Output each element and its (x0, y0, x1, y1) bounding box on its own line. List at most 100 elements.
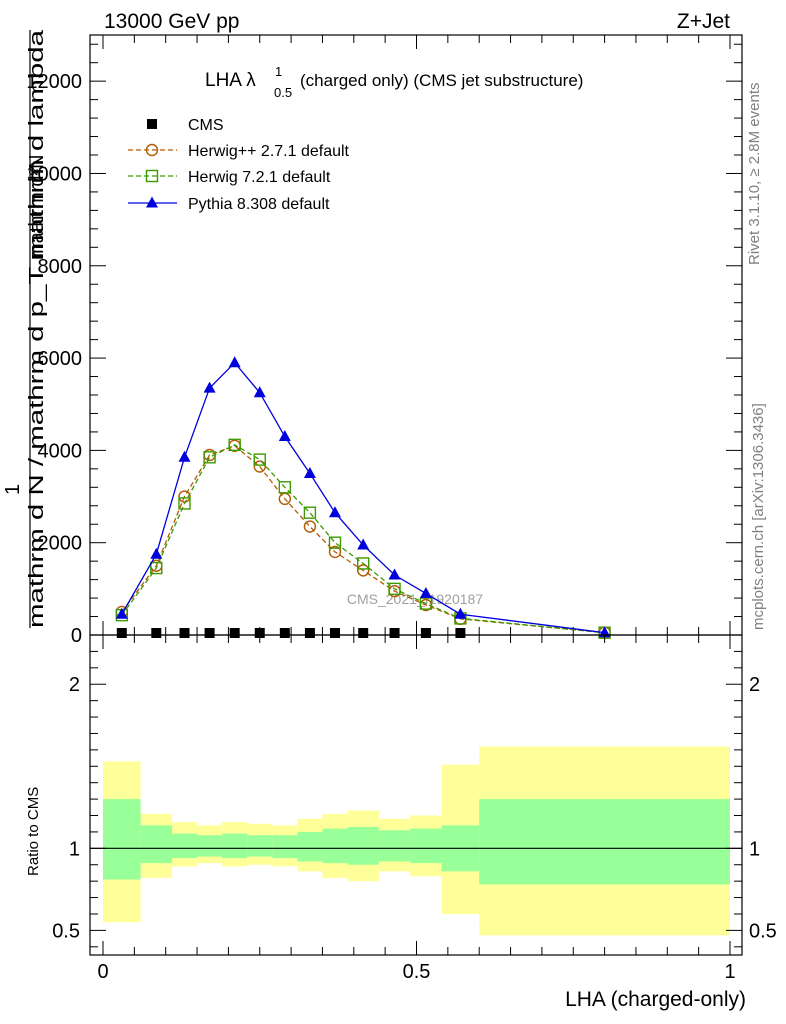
series-line (121, 444, 605, 634)
data-point (116, 628, 127, 638)
main-y-label: mathrm d²N 1 mathrm d N / mathrm d p_T m… (2, 29, 48, 628)
main-ytick-label: 12000 (26, 71, 82, 93)
data-point (420, 628, 431, 638)
main-ytick-label: 0 (71, 625, 82, 647)
header-process: Z+Jet (677, 10, 730, 33)
ratio-band-stat (247, 835, 273, 857)
plot-title-main: LHA λ (205, 70, 256, 91)
ratio-band-stat (378, 830, 411, 862)
ratio-band-stat (222, 833, 248, 859)
ratio-bands (103, 746, 730, 936)
data-point (304, 628, 315, 638)
data-point (303, 520, 317, 533)
ratio-ytick-label: 0.5 (52, 920, 80, 942)
x-axis-label: LHA (charged-only) (565, 988, 746, 1011)
data-point (151, 628, 162, 638)
data-point (279, 628, 290, 638)
data-point (253, 386, 266, 398)
data-point (357, 557, 370, 570)
data-point (228, 439, 241, 452)
legend-label: CMS (188, 117, 224, 134)
data-point (357, 538, 370, 550)
main-ytick-label: 4000 (38, 440, 83, 462)
data-point (204, 628, 215, 638)
data-point (278, 430, 291, 442)
legend-marker (146, 196, 158, 208)
series-pythia-8-308-default (115, 356, 611, 638)
data-point (328, 536, 342, 549)
data-point (328, 545, 342, 559)
ratio-band-stat (197, 835, 223, 857)
data-point (115, 607, 128, 619)
series-cms (116, 628, 466, 638)
legend: CMS Herwig++ 2.7.1 default Herwig 7.2.1 de… (128, 117, 350, 213)
main-ytick-label: 10000 (26, 163, 82, 185)
ylabel-numerator: mathrm d²N (26, 154, 48, 260)
header-energy: 13000 GeV pp (104, 10, 239, 33)
data-point (229, 628, 240, 638)
data-point (228, 438, 241, 452)
data-point (278, 481, 292, 494)
plot-title-sup: 1 (275, 64, 282, 79)
data-point (358, 628, 369, 638)
series-line (121, 361, 605, 634)
plot-title-sub: 0.5 (274, 85, 292, 100)
data-point (150, 561, 163, 575)
x-tick-label: 0 (97, 961, 108, 983)
data-point (455, 628, 466, 638)
series-herwig-7-2-1-default (115, 438, 611, 639)
series-line (121, 445, 605, 634)
ratio-ytick-label: 1 (69, 838, 80, 860)
data-point (253, 453, 266, 466)
ratio-panel: 0.5 0.5 1 1 2 2 0 0.5 1 (52, 634, 777, 983)
ylabel-denominator: mathrm d N / mathrm d p_T mathrm d lambd… (26, 29, 48, 628)
mcplots-label: mcplots.cern.ch [arXiv:1306.3436] (750, 403, 767, 630)
data-point (228, 356, 241, 368)
main-y-tick-labels: 0 2000 4000 6000 8000 10000 12000 (26, 71, 82, 647)
ratio-y-label: Ratio to CMS (25, 787, 42, 876)
ratio-ytick-label-right: 1 (749, 838, 760, 860)
data-point (178, 497, 191, 510)
rivet-label: Rivet 3.1.10, ≥ 2.8M events (746, 83, 763, 266)
main-ytick-label: 2000 (38, 533, 83, 555)
data-point (203, 451, 216, 464)
data-point (388, 582, 401, 596)
ylabel-one: 1 (2, 484, 24, 495)
legend-label: Herwig 7.2.1 default (188, 169, 331, 186)
data-point (329, 628, 340, 638)
data-point (178, 450, 191, 462)
ratio-band-stat (347, 827, 379, 865)
data-point (419, 597, 433, 610)
x-tick-label: 0.5 (403, 961, 431, 983)
data-point (253, 460, 266, 473)
ratio-ytick-label-right: 2 (749, 674, 760, 696)
x-tick-label: 1 (724, 961, 735, 983)
ratio-band-stat (410, 828, 442, 864)
plot-title: LHA λ 1 0.5 (charged only) (CMS jet subs… (205, 64, 583, 100)
ratio-band-stat (103, 799, 141, 880)
data-point (419, 586, 432, 598)
ratio-band-stat (171, 833, 198, 859)
ratio-ytick-label: 2 (69, 674, 80, 696)
main-ytick-label: 8000 (38, 256, 83, 278)
ratio-tick-labels: 0.5 0.5 1 1 2 2 0 0.5 1 (52, 674, 777, 983)
ratio-ytick-label-right: 0.5 (749, 920, 777, 942)
ratio-band-stat (297, 831, 323, 862)
ratio-band-stat (140, 825, 172, 864)
plot-title-rest: (charged only) (CMS jet substructure) (300, 71, 583, 90)
ratio-band-stat (479, 799, 730, 885)
data-point (328, 506, 341, 518)
data-point (303, 466, 316, 478)
main-ytick-label: 6000 (38, 348, 83, 370)
ratio-frame (89, 634, 743, 956)
legend-label: Pythia 8.308 default (188, 196, 330, 213)
legend-marker (145, 143, 159, 157)
main-axis-ticks (90, 35, 742, 636)
data-point (388, 568, 401, 580)
data-point (203, 381, 216, 393)
data-point (454, 607, 467, 619)
data-point (389, 628, 400, 638)
series-layer (115, 356, 611, 639)
ratio-axis-ticks (90, 635, 742, 955)
